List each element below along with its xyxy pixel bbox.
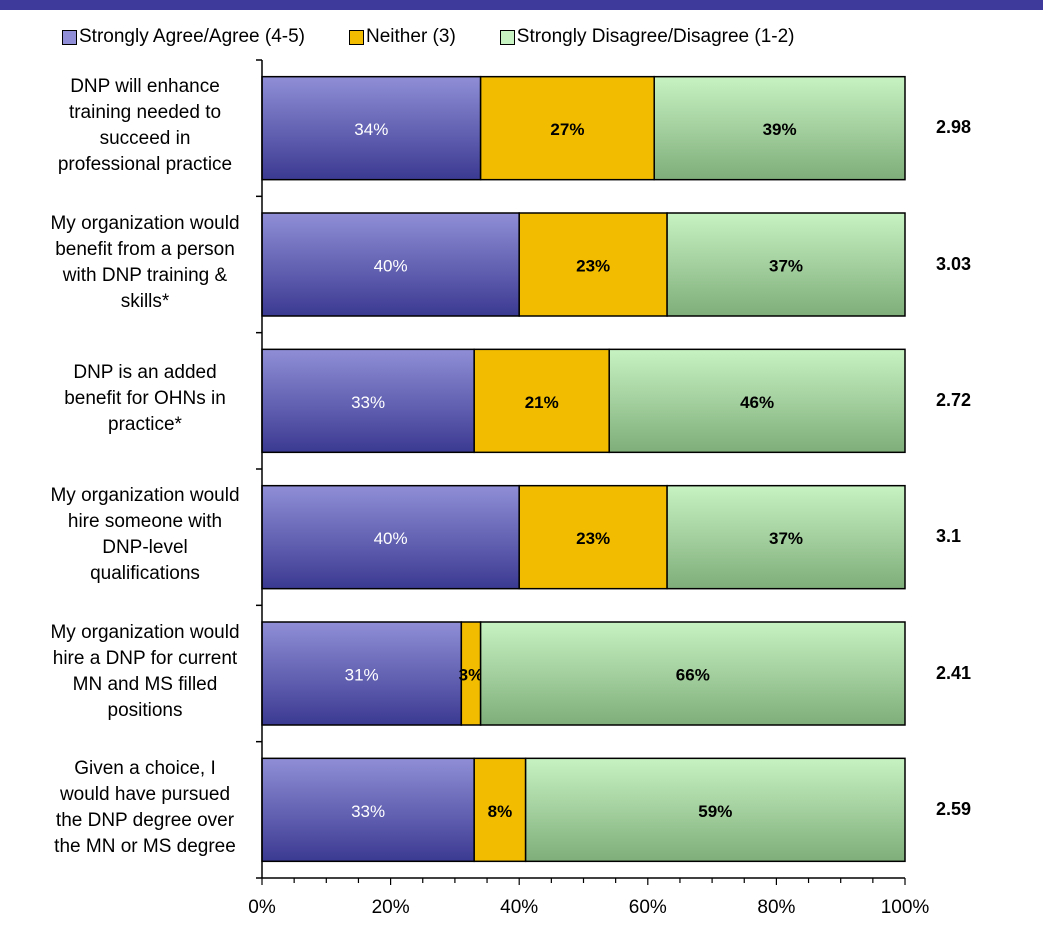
data-label-neither: 3% bbox=[459, 666, 484, 685]
legend-swatch-disagree bbox=[499, 29, 515, 45]
mean-score: 3.1 bbox=[936, 526, 962, 547]
legend-item-neither: Neither (3) bbox=[349, 26, 456, 48]
category-label-line: positions bbox=[107, 699, 183, 721]
category-label-line: skills* bbox=[120, 290, 170, 312]
x-tick-label: 100% bbox=[881, 897, 930, 918]
data-label-neither: 21% bbox=[525, 393, 559, 412]
data-label-agree: 40% bbox=[374, 529, 408, 548]
mean-score: 2.41 bbox=[936, 662, 972, 683]
data-label-neither: 8% bbox=[488, 802, 513, 821]
category-label-line: MN and MS filled bbox=[72, 673, 218, 695]
data-label-agree: 33% bbox=[351, 393, 385, 412]
data-label-neither: 23% bbox=[576, 257, 610, 276]
mean-score: 2.72 bbox=[936, 389, 972, 410]
x-tick-label: 60% bbox=[629, 897, 667, 918]
x-tick-label: 20% bbox=[372, 897, 410, 918]
mean-score: 2.98 bbox=[936, 117, 972, 138]
category-label: Given a choice, I would have pursued the D… bbox=[40, 756, 250, 860]
bar-disagree bbox=[479, 621, 906, 726]
bar-disagree bbox=[653, 75, 906, 181]
bar-agree bbox=[261, 621, 463, 726]
bar-neither bbox=[473, 348, 610, 454]
category-label-line: benefit from a person bbox=[55, 238, 235, 260]
data-label-agree: 33% bbox=[351, 802, 385, 821]
axes-group: 0% 20% 40% 60% 80% 100% bbox=[248, 59, 930, 918]
category-label-line: My organization would bbox=[50, 485, 240, 507]
category-label-line: DNP will enhance bbox=[70, 76, 220, 98]
category-label: DNP will enhance training needed to succee… bbox=[40, 74, 250, 178]
category-label-line: with DNP training & bbox=[62, 264, 228, 286]
legend-label-neither: Neither (3) bbox=[366, 26, 456, 47]
category-label-line: training needed to bbox=[68, 102, 222, 124]
x-tick-label: 80% bbox=[757, 897, 795, 918]
category-label-line: benefit for OHNs in bbox=[64, 387, 226, 409]
legend-swatch-neither bbox=[349, 29, 365, 45]
bar-neither bbox=[518, 484, 668, 590]
bar-disagree bbox=[666, 484, 906, 590]
category-label-line: the DNP degree over bbox=[55, 809, 235, 831]
legend-item-disagree: Strongly Disagree/Disagree (1-2) bbox=[499, 26, 795, 48]
bar-neither bbox=[518, 212, 668, 317]
top-band bbox=[0, 0, 1043, 10]
category-label-line: hire someone with bbox=[67, 511, 223, 533]
bar-disagree bbox=[608, 348, 906, 454]
data-label-disagree: 37% bbox=[769, 257, 803, 276]
category-label-line: qualifications bbox=[90, 563, 200, 585]
data-label-disagree: 46% bbox=[740, 393, 774, 412]
category-label-line: DNP is an added bbox=[73, 361, 217, 383]
bars-group: 34% 27% 39% 40% 23% 37% 33% 21% 46% 40% 23% 37% 31% 3… bbox=[261, 75, 906, 863]
mean-score: 2.59 bbox=[936, 798, 972, 819]
category-label-line: would have pursued bbox=[59, 783, 231, 805]
category-label-line: succeed in bbox=[99, 128, 191, 150]
bar-disagree bbox=[524, 757, 906, 863]
category-label-line: Given a choice, I bbox=[74, 757, 216, 779]
category-label-line: My organization would bbox=[50, 621, 240, 643]
data-label-neither: 23% bbox=[576, 529, 610, 548]
data-label-disagree: 39% bbox=[763, 120, 797, 139]
bar-neither bbox=[479, 75, 655, 181]
x-tick-label: 0% bbox=[248, 897, 276, 918]
bar-agree bbox=[261, 348, 475, 454]
category-label: My organization would hire someone with DN… bbox=[40, 483, 250, 587]
category-label-line: the MN or MS degree bbox=[54, 835, 236, 857]
category-label-line: My organization would bbox=[50, 212, 240, 234]
category-label-line: practice* bbox=[108, 413, 182, 435]
category-label: My organization would benefit from a pers… bbox=[40, 211, 250, 315]
data-label-disagree: 37% bbox=[769, 529, 803, 548]
category-label-line: hire a DNP for current bbox=[52, 647, 238, 669]
legend-swatch-agree bbox=[62, 29, 77, 45]
category-label: My organization would hire a DNP for curr… bbox=[40, 620, 250, 724]
legend-item-agree: Strongly Agree/Agree (4-5) bbox=[62, 26, 305, 48]
category-label: DNP is an added benefit for OHNs in practi… bbox=[40, 360, 250, 438]
bar-agree bbox=[261, 212, 520, 317]
data-label-agree: 31% bbox=[345, 666, 379, 685]
legend-label-disagree: Strongly Disagree/Disagree (1-2) bbox=[516, 26, 795, 47]
mean-score: 3.03 bbox=[936, 253, 972, 274]
data-label-disagree: 59% bbox=[698, 802, 732, 821]
category-label-line: DNP-level bbox=[102, 537, 188, 559]
x-tick-label: 40% bbox=[500, 897, 538, 918]
data-label-agree: 34% bbox=[354, 120, 388, 139]
legend: Strongly Agree/Agree (4-5) Neither (3) S… bbox=[62, 26, 839, 48]
category-label-line: professional practice bbox=[57, 154, 233, 176]
data-label-neither: 27% bbox=[550, 120, 584, 139]
bar-neither bbox=[473, 757, 527, 863]
legend-label-agree: Strongly Agree/Agree (4-5) bbox=[79, 26, 306, 47]
data-label-disagree: 66% bbox=[676, 666, 710, 685]
bar-disagree bbox=[666, 212, 906, 317]
bar-agree bbox=[261, 484, 520, 590]
data-label-agree: 40% bbox=[374, 257, 408, 276]
bar-agree bbox=[261, 757, 475, 863]
